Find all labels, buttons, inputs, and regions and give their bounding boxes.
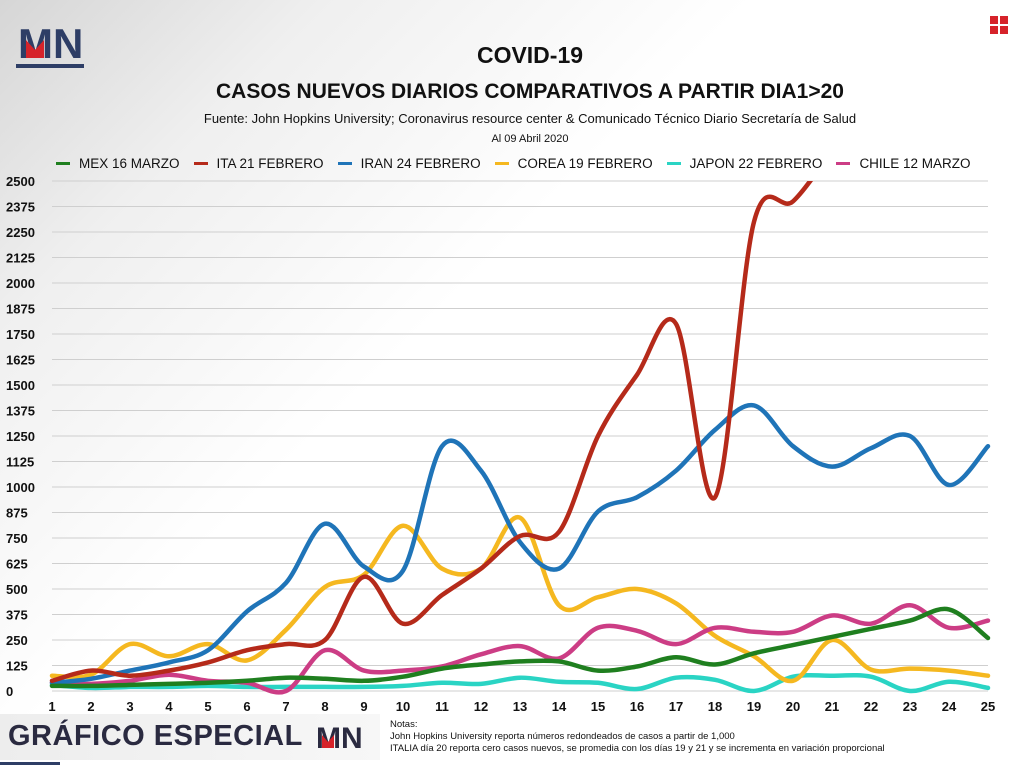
x-tick-label: 12 <box>474 699 488 714</box>
series-line-japon <box>49 673 991 694</box>
legend-label: ITA 21 FEBRERO <box>216 156 324 171</box>
y-tick-label: 625 <box>6 557 28 572</box>
x-tick-label: 18 <box>708 699 722 714</box>
y-tick-label: 750 <box>6 531 28 546</box>
legend-label: JAPON 22 FEBRERO <box>689 156 823 171</box>
y-tick-label: 1000 <box>6 480 35 495</box>
x-tick-label: 10 <box>396 699 410 714</box>
x-tick-label: 17 <box>669 699 683 714</box>
legend-swatch <box>337 162 352 165</box>
x-tick-label: 6 <box>243 699 250 714</box>
legend-swatch <box>666 162 681 165</box>
x-tick-label: 8 <box>321 699 328 714</box>
notes-title: Notas: <box>390 719 418 730</box>
x-tick-label: 9 <box>360 699 367 714</box>
series-line-ita <box>49 181 814 684</box>
legend-label: COREA 19 FEBRERO <box>517 156 653 171</box>
x-tick-label: 2 <box>87 699 94 714</box>
y-tick-label: 2125 <box>6 251 35 266</box>
y-tick-label: 500 <box>6 582 28 597</box>
y-tick-label: 1375 <box>6 404 35 419</box>
chart-source: Fuente: John Hopkins University; Coronav… <box>203 111 857 126</box>
legend-item: MEX 16 MARZO <box>56 156 180 171</box>
y-tick-label: 0 <box>6 684 13 699</box>
logo-accent <box>26 40 44 58</box>
y-tick-label: 1625 <box>6 353 35 368</box>
x-tick-label: 21 <box>825 699 839 714</box>
legend-label: MEX 16 MARZO <box>79 156 180 171</box>
y-tick-label: 1875 <box>6 302 35 317</box>
x-tick-label: 11 <box>435 699 449 714</box>
x-tick-label: 20 <box>786 699 800 714</box>
line-chart: 0125250375500625750875100011251250137515… <box>6 174 995 714</box>
x-tick-label: 15 <box>591 699 605 714</box>
legend-swatch <box>494 162 509 165</box>
legend-swatch <box>836 162 851 165</box>
footer-mn-logo: MN <box>316 722 363 751</box>
chart-date: Al 09 Abril 2020 <box>491 133 569 145</box>
y-tick-label: 250 <box>6 633 28 648</box>
y-tick-label: 375 <box>6 608 28 623</box>
x-tick-label: 16 <box>630 699 644 714</box>
legend-swatch <box>56 162 70 165</box>
y-tick-label: 125 <box>6 659 28 674</box>
x-tick-label: 7 <box>282 699 289 714</box>
grid-menu-icon[interactable] <box>990 16 1008 34</box>
x-tick-label: 25 <box>981 699 995 714</box>
legend-item: CHILE 12 MARZO <box>836 156 970 171</box>
x-tick-label: 24 <box>942 699 957 714</box>
series-line-corea <box>49 515 991 684</box>
series-line-mex <box>49 606 991 689</box>
legend-label: IRAN 24 FEBRERO <box>360 156 481 171</box>
footer-band <box>0 714 380 760</box>
series-line-iran <box>49 402 991 686</box>
y-tick-label: 1250 <box>6 429 35 444</box>
chart-title: COVID-19 <box>476 42 584 68</box>
footer-accent-line <box>0 762 60 765</box>
x-tick-label: 23 <box>903 699 917 714</box>
notes-line-1: John Hopkins University reporta números … <box>390 731 735 742</box>
x-tick-label: 3 <box>126 699 133 714</box>
x-tick-label: 19 <box>747 699 761 714</box>
legend-label: CHILE 12 MARZO <box>859 156 971 171</box>
chart-legend: MEX 16 MARZO ITA 21 FEBRERO IRAN 24 FEBRER… <box>56 156 984 171</box>
y-tick-label: 2000 <box>6 276 35 291</box>
mn-logo: MN <box>16 20 84 68</box>
y-tick-label: 1125 <box>6 455 34 470</box>
x-tick-label: 4 <box>165 699 173 714</box>
footer-label: GRÁFICO ESPECIAL <box>8 720 303 752</box>
x-tick-label: 14 <box>552 699 567 714</box>
notes-line-2: ITALIA día 20 reporta cero casos nuevos,… <box>390 743 885 754</box>
y-tick-label: 1500 <box>6 378 35 393</box>
x-tick-label: 1 <box>48 699 55 714</box>
legend-item: JAPON 22 FEBRERO <box>666 156 823 171</box>
legend-item: IRAN 24 FEBRERO <box>337 156 481 171</box>
legend-swatch <box>193 162 208 165</box>
y-tick-label: 2250 <box>6 225 35 240</box>
x-tick-label: 22 <box>864 699 878 714</box>
legend-item: COREA 19 FEBRERO <box>494 156 653 171</box>
legend-item: ITA 21 FEBRERO <box>193 156 324 171</box>
x-tick-label: 13 <box>513 699 527 714</box>
y-tick-label: 2500 <box>6 174 35 189</box>
y-tick-label: 1750 <box>6 327 35 342</box>
y-tick-label: 875 <box>6 506 28 521</box>
y-tick-label: 2375 <box>6 200 35 215</box>
x-tick-label: 5 <box>204 699 211 714</box>
chart-subtitle: CASOS NUEVOS DIARIOS COMPARATIVOS A PART… <box>216 80 844 103</box>
footer-notes: Notas: John Hopkins University reporta n… <box>390 719 885 755</box>
